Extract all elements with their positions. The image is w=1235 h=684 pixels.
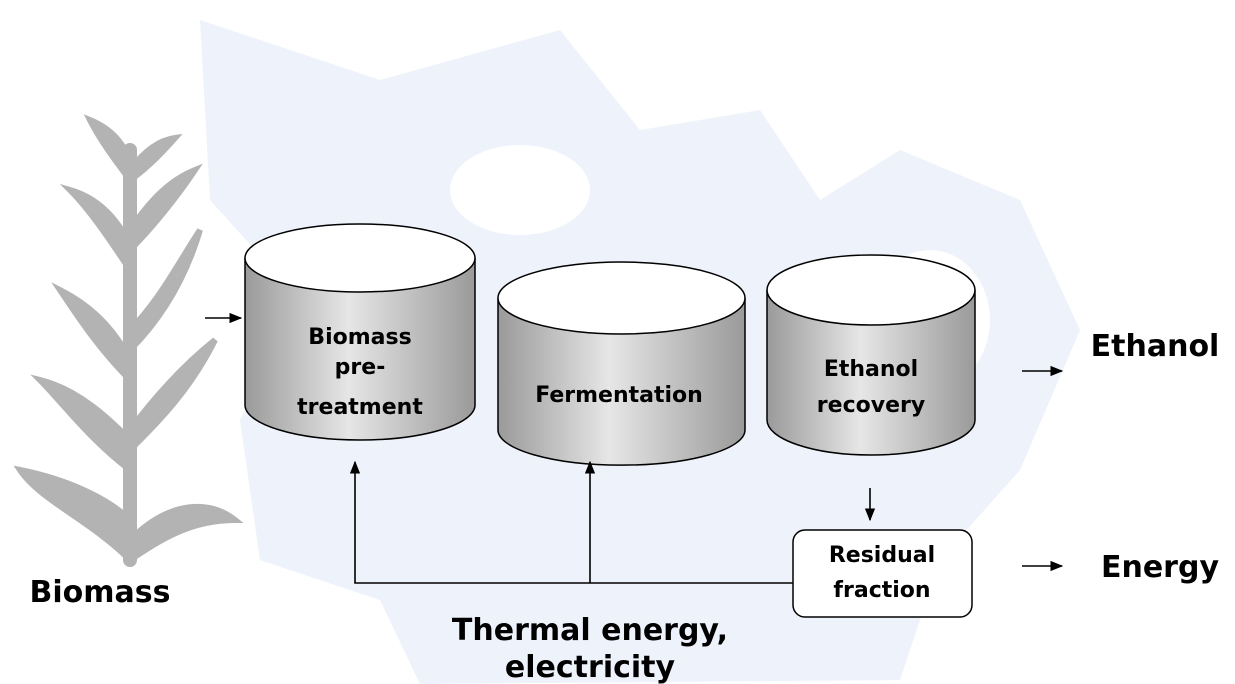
node-label: Ethanol — [824, 357, 918, 382]
node-label: pre- — [335, 355, 386, 380]
feedback-label: Thermal energy, — [452, 613, 728, 648]
node-label: Residual — [829, 543, 935, 568]
node-label: Fermentation — [535, 383, 703, 408]
input-label: Biomass — [30, 575, 171, 610]
output-label: Ethanol — [1091, 329, 1220, 364]
plant-icon — [20, 120, 235, 560]
node-label: recovery — [817, 393, 925, 418]
node-label: Biomass — [308, 325, 411, 350]
cylinder — [498, 262, 745, 465]
node-label: fraction — [833, 578, 930, 603]
cylinder — [767, 255, 975, 455]
feedback-label: electricity — [505, 650, 676, 684]
node-label: treatment — [297, 395, 423, 420]
output-label: Energy — [1101, 550, 1219, 585]
diagram: Biomass pre- treatment Fermentation Etha… — [0, 0, 1235, 684]
